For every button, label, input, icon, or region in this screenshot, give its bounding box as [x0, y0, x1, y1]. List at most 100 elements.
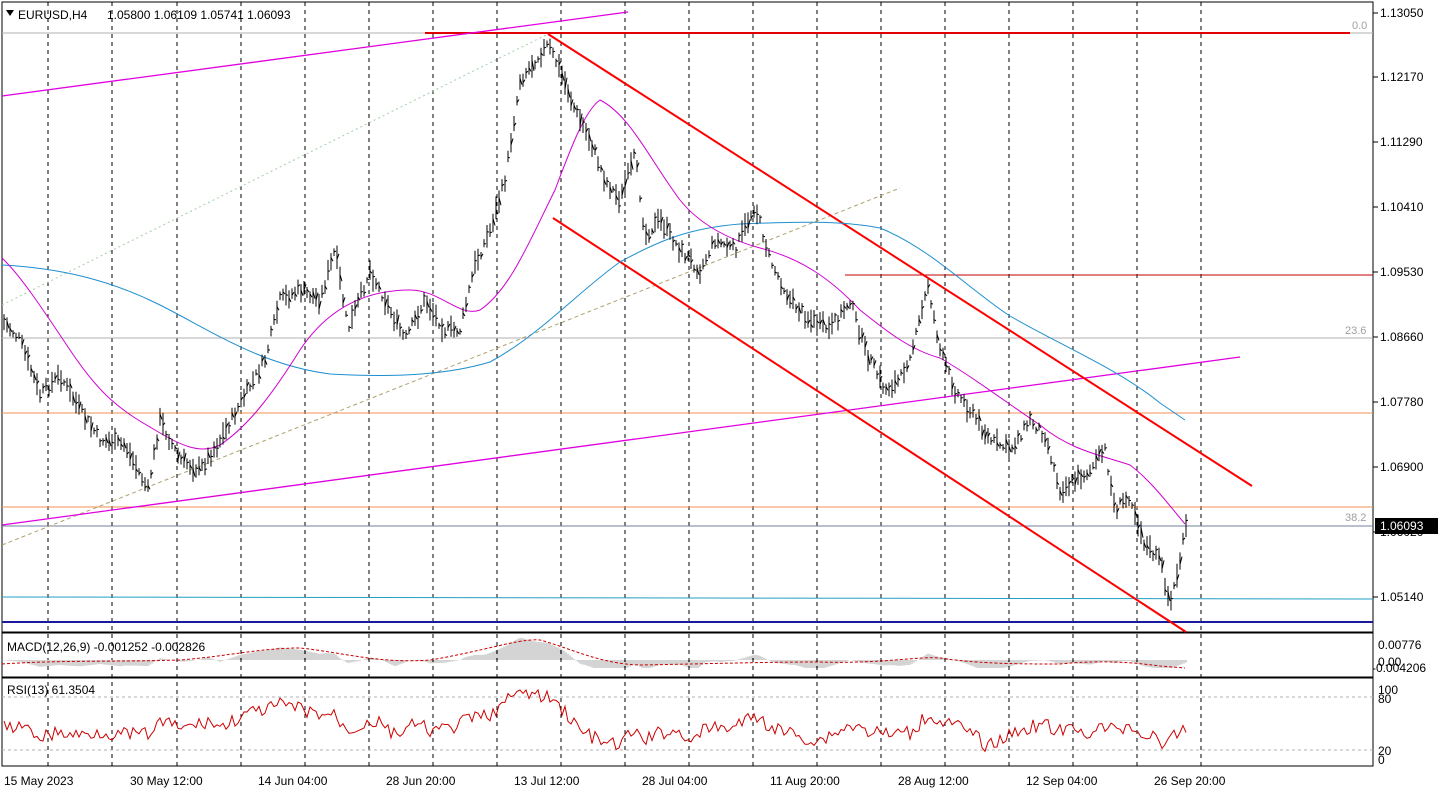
price-bar-tick: [624, 178, 628, 187]
price-bar-tick: [1083, 475, 1087, 478]
macd-tick: 0.00: [1378, 655, 1402, 669]
price-bar-tick: [306, 288, 310, 293]
lower-trendline-magenta[interactable]: [1, 356, 1241, 526]
price-bar-tick: [432, 315, 436, 318]
price-bar-tick: [459, 330, 463, 333]
price-bar-tick: [3, 317, 7, 321]
price-bar-tick: [528, 67, 532, 72]
symbol-dropdown-icon[interactable]: [6, 10, 14, 16]
macd-histogram: [3, 638, 1187, 668]
price-bar-tick: [1056, 481, 1060, 485]
price-bar-tick: [471, 273, 475, 278]
price-bar-tick: [1074, 477, 1078, 486]
price-bar-tick: [777, 275, 781, 278]
price-bar-tick: [993, 436, 997, 439]
price-bar-tick: [804, 320, 808, 323]
price-bar-tick: [825, 327, 829, 330]
price-bar-tick: [357, 296, 361, 301]
price-bar-tick: [822, 319, 826, 326]
price-bar-tick: [1002, 447, 1006, 450]
price-bar-tick: [1011, 446, 1015, 450]
fib-label-23: 23.6: [1345, 325, 1366, 337]
price-bar-tick: [1140, 527, 1144, 538]
price-bar-tick: [1152, 552, 1156, 556]
channel-lower-line[interactable]: [552, 217, 1187, 633]
price-bar-tick: [1131, 504, 1135, 506]
price-bar-tick: [330, 257, 334, 262]
price-bar-tick: [831, 321, 835, 324]
price-bar-tick: [417, 315, 421, 318]
price-tick: 1.13050: [1380, 6, 1424, 20]
price-bar-tick: [753, 211, 757, 214]
price-bar-tick: [354, 304, 358, 310]
price-bar-tick: [801, 305, 805, 308]
upper-trendline-magenta[interactable]: [1, 11, 629, 97]
price-bar-tick: [195, 467, 199, 470]
price-bar-tick: [792, 296, 796, 301]
slow-moving-average[interactable]: [1, 221, 1186, 421]
price-bar-tick: [672, 239, 676, 243]
price-bar-tick: [783, 290, 787, 293]
price-bar-tick: [711, 240, 715, 245]
price-bar-tick: [213, 445, 217, 449]
fib-trend-line-green[interactable]: [1, 33, 549, 306]
time-label: 28 Jul 04:00: [642, 774, 708, 788]
price-bar-tick: [942, 351, 946, 356]
price-bar-tick: [1155, 548, 1159, 551]
price-bar-tick: [975, 417, 979, 420]
price-bar-tick: [1185, 519, 1189, 522]
price-bar-tick: [294, 293, 298, 297]
price-bar-tick: [540, 52, 544, 56]
price-bar-tick: [378, 285, 382, 290]
price-bar-tick: [639, 197, 643, 200]
price-bar-tick: [279, 293, 283, 296]
price-bar-tick: [1080, 473, 1084, 478]
price-bar-tick: [264, 359, 268, 365]
fast-moving-average[interactable]: [1, 99, 1186, 525]
price-bar-tick: [156, 437, 160, 442]
price-bar-tick: [159, 413, 163, 420]
price-bar-tick: [1071, 477, 1075, 481]
price-bar-tick: [180, 456, 184, 460]
fib-trend-line-olive[interactable]: [1, 187, 901, 546]
time-label: 11 Aug 20:00: [770, 774, 840, 788]
price-tick: 1.05140: [1380, 590, 1424, 604]
price-bar-tick: [1176, 574, 1180, 581]
price-bar-tick: [1095, 455, 1099, 461]
price-bar-tick: [1167, 591, 1171, 602]
price-bar-tick: [177, 451, 181, 460]
price-bars[interactable]: [3, 38, 1189, 611]
price-bar-tick: [564, 77, 568, 90]
price-bar-tick: [324, 285, 328, 290]
price-tick: 1.12170: [1380, 70, 1424, 84]
price-bar-tick: [645, 231, 649, 236]
price-bar-tick: [72, 395, 76, 403]
price-bar-tick: [798, 306, 802, 314]
price-bar-tick: [879, 375, 883, 380]
price-bar-tick: [1143, 542, 1147, 548]
channel-upper-line[interactable]: [547, 33, 1253, 487]
fib-label-38: 38.2: [1345, 512, 1366, 524]
price-bar-tick: [171, 442, 175, 445]
price-bar-tick: [867, 354, 871, 366]
price-bar-tick: [912, 344, 916, 351]
price-bar-tick: [747, 219, 751, 229]
price-bar-tick: [198, 466, 202, 472]
price-bar-tick: [549, 46, 553, 49]
price-bar-tick: [60, 382, 64, 385]
price-bar-tick: [573, 104, 577, 110]
price-bar-tick: [636, 162, 640, 168]
price-bar-tick: [117, 436, 121, 442]
price-tick: 1.06900: [1380, 460, 1424, 474]
price-bar-tick: [1173, 584, 1177, 587]
price-bar-tick: [93, 429, 97, 432]
price-bar-tick: [474, 259, 478, 262]
price-bar-tick: [543, 46, 547, 49]
support-line-cyan[interactable]: [1, 596, 1374, 600]
price-bar-tick: [24, 350, 28, 355]
price-bar-tick: [837, 319, 841, 322]
price-bar-tick: [1134, 510, 1138, 518]
rsi-tick: 0: [1378, 753, 1385, 767]
price-bar-tick: [102, 439, 106, 442]
